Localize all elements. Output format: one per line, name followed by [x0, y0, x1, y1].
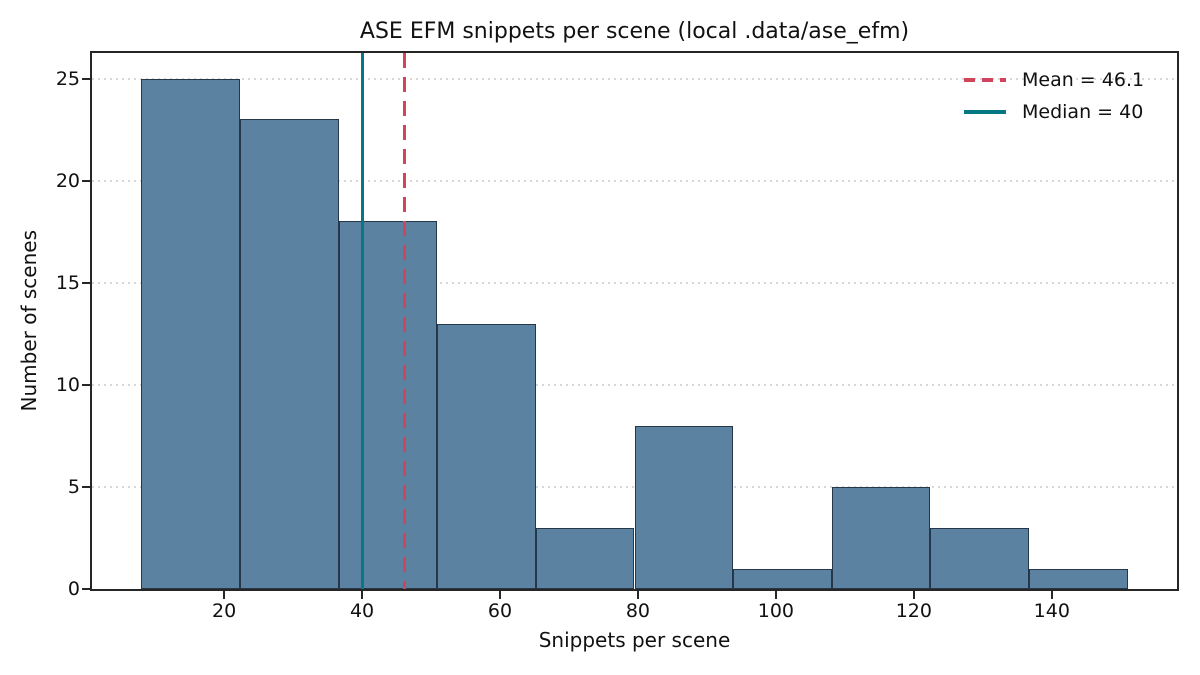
- mean-line: [402, 53, 406, 589]
- y-tick-label: 5: [67, 475, 80, 498]
- x-tick-mark: [223, 591, 226, 599]
- y-tick-mark: [82, 281, 90, 284]
- x-tick-mark: [1050, 591, 1053, 599]
- plot-area: 20 40 60 80 100 120 140 0 5 10 15 20 25 Mean = 46.1 …: [56, 51, 1179, 622]
- x-tick-label: 140: [1033, 600, 1070, 622]
- y-tick-mark: [82, 383, 90, 386]
- y-gridline: [92, 179, 1177, 182]
- legend-label-median: Median = 40: [1022, 101, 1144, 123]
- y-tick-label: 15: [55, 271, 80, 294]
- y-gridline: [92, 77, 1177, 80]
- histogram-bar: [535, 527, 635, 589]
- histogram-bar: [733, 568, 832, 589]
- y-gridline: [92, 281, 1177, 284]
- y-axis-label: Number of scenes: [14, 53, 44, 589]
- x-tick-mark: [912, 591, 915, 599]
- histogram-bar: [930, 527, 1030, 589]
- y-tick-mark: [82, 179, 90, 182]
- x-tick-label: 60: [487, 600, 513, 622]
- y-tick-label: 25: [55, 67, 80, 90]
- legend-entry-mean: Mean = 46.1: [964, 67, 1144, 93]
- legend-entry-median: Median = 40: [964, 99, 1144, 125]
- x-tick-label: 40: [349, 600, 375, 622]
- histogram-bar: [437, 323, 536, 589]
- x-tick-mark: [498, 591, 501, 599]
- x-tick-label: 80: [625, 600, 651, 622]
- x-tick-label: 100: [757, 600, 795, 622]
- x-axis-label: Snippets per scene: [538, 628, 731, 652]
- x-tick-label: 20: [211, 600, 237, 622]
- x-tick-mark: [361, 591, 364, 599]
- y-tick-label: 0: [67, 578, 80, 600]
- y-tick-mark: [82, 588, 90, 590]
- y-tick-mark: [82, 485, 90, 488]
- legend: Mean = 46.1 Median = 40: [964, 67, 1144, 125]
- x-tick-label: 120: [895, 600, 932, 622]
- histogram-bar: [1029, 568, 1128, 589]
- histogram-bar: [239, 119, 339, 589]
- histogram-bar: [338, 221, 438, 589]
- legend-label-mean: Mean = 46.1: [1022, 69, 1145, 91]
- y-gridline: [92, 383, 1177, 386]
- histogram-bar: [634, 425, 734, 589]
- histogram-bar: [831, 486, 931, 589]
- mean-line-sample-icon: [964, 78, 1006, 82]
- x-tick-mark: [774, 591, 777, 599]
- histogram-bar: [141, 78, 240, 589]
- y-tick-mark: [82, 77, 90, 80]
- y-tick-label: 10: [55, 373, 80, 396]
- median-line-sample-icon: [964, 110, 1006, 114]
- chart-title: ASE EFM snippets per scene (local .data/…: [359, 19, 910, 44]
- x-tick-mark: [636, 591, 639, 599]
- y-tick-label: 20: [55, 169, 80, 192]
- median-line: [360, 53, 364, 589]
